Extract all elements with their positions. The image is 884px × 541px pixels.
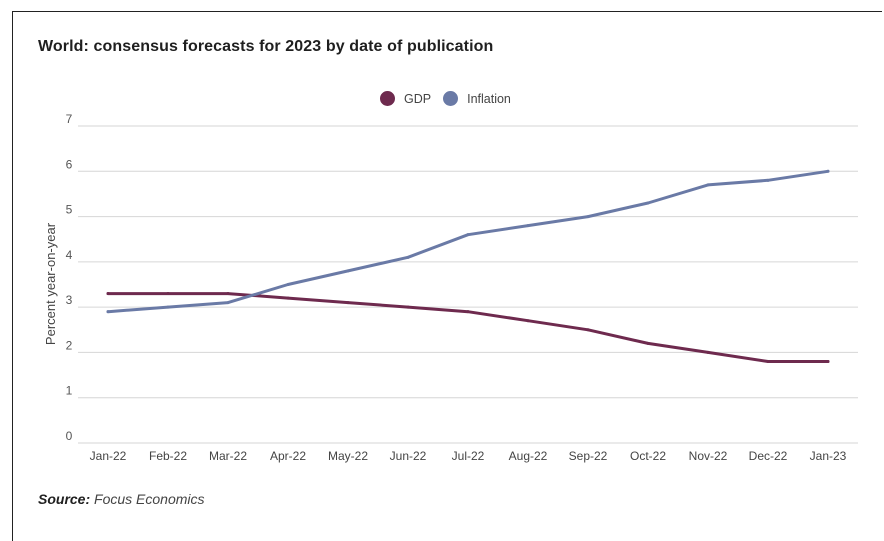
x-tick-label: Jan-22 — [90, 449, 127, 463]
y-tick-label: 4 — [66, 248, 73, 262]
data-point-gdp — [286, 296, 290, 300]
x-tick-label: Jan-23 — [810, 449, 847, 463]
data-point-gdp — [166, 292, 170, 296]
data-point-inflation — [586, 215, 590, 219]
y-tick-label: 2 — [66, 338, 73, 352]
data-point-gdp — [706, 350, 710, 354]
y-axis-label: Percent year-on-year — [43, 222, 58, 345]
data-point-gdp — [406, 305, 410, 309]
x-tick-label: May-22 — [328, 449, 368, 463]
x-tick-label: Aug-22 — [509, 449, 548, 463]
y-tick-label: 5 — [66, 203, 73, 217]
data-point-gdp — [646, 341, 650, 345]
data-point-inflation — [646, 201, 650, 205]
data-point-gdp — [526, 319, 530, 323]
chart-title: World: consensus forecasts for 2023 by d… — [38, 38, 494, 55]
data-point-gdp — [466, 310, 470, 314]
data-point-inflation — [166, 305, 170, 309]
x-tick-label: Oct-22 — [630, 449, 666, 463]
x-tick-label: Jun-22 — [390, 449, 427, 463]
chart-legend: GDP Inflation — [380, 91, 523, 106]
source-text: Focus Economics — [94, 491, 205, 507]
x-tick-label: Sep-22 — [569, 449, 608, 463]
legend-item-inflation: Inflation — [443, 91, 511, 106]
data-point-inflation — [826, 169, 830, 173]
y-tick-label: 3 — [66, 293, 73, 307]
x-tick-label: Jul-22 — [452, 449, 485, 463]
data-point-gdp — [586, 328, 590, 332]
x-tick-label: Dec-22 — [749, 449, 788, 463]
data-point-gdp — [226, 292, 230, 296]
chart-frame — [12, 11, 882, 541]
x-tick-label: Feb-22 — [149, 449, 187, 463]
data-point-inflation — [406, 255, 410, 259]
data-point-inflation — [286, 283, 290, 286]
data-point-inflation — [106, 310, 110, 314]
legend-label-inflation: Inflation — [467, 91, 511, 106]
data-point-gdp — [766, 359, 770, 363]
data-point-gdp — [346, 301, 350, 305]
source-label: Source: — [38, 491, 91, 507]
legend-label-gdp: GDP — [404, 91, 432, 106]
x-tick-label: Nov-22 — [689, 449, 728, 463]
x-tick-label: Apr-22 — [270, 449, 306, 463]
data-point-inflation — [706, 183, 710, 187]
data-point-gdp — [106, 292, 110, 296]
source-note: Source: Focus Economics — [38, 491, 205, 507]
data-point-inflation — [346, 269, 350, 273]
legend-swatch-gdp — [380, 91, 395, 106]
data-point-inflation — [466, 233, 470, 237]
data-point-gdp — [826, 359, 830, 363]
data-point-inflation — [766, 178, 770, 182]
y-tick-label: 6 — [66, 157, 73, 171]
y-tick-label: 7 — [66, 112, 73, 126]
legend-swatch-inflation — [443, 91, 459, 106]
y-tick-label: 1 — [66, 384, 73, 398]
y-tick-label: 0 — [66, 429, 73, 443]
series-line-inflation — [106, 169, 830, 314]
x-tick-label: Mar-22 — [209, 449, 247, 463]
data-point-inflation — [226, 301, 230, 305]
data-point-inflation — [526, 224, 530, 228]
legend-item-gdp: GDP — [380, 91, 431, 106]
